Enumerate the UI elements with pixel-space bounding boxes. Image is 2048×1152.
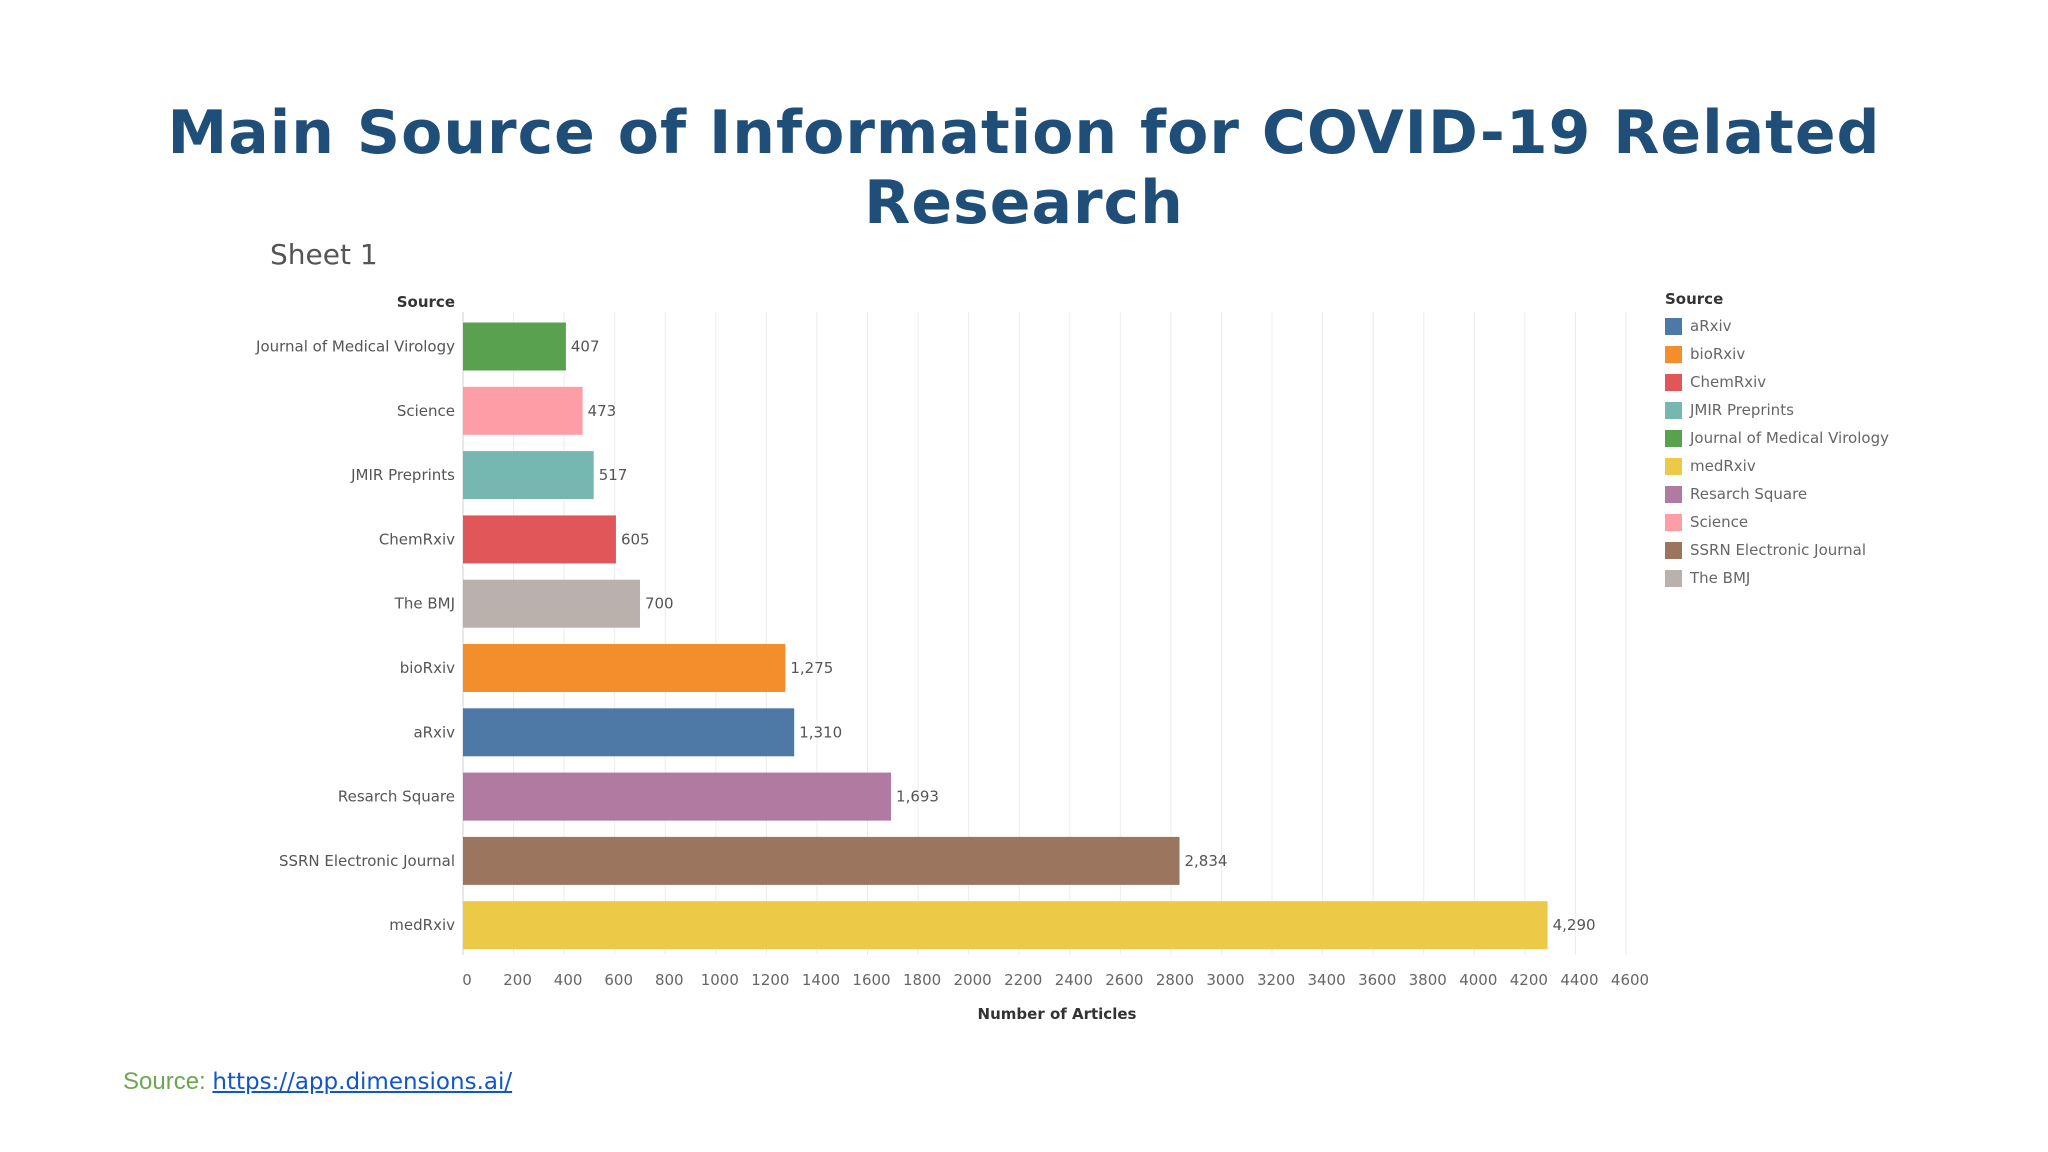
category-label: Science	[397, 402, 455, 420]
data-label: 1,275	[790, 659, 833, 677]
x-tick-label: 2000	[954, 971, 992, 989]
bar	[463, 836, 1180, 885]
x-tick-label: 4400	[1560, 971, 1598, 989]
legend-items: aRxiv bioRxiv ChemRxiv JMIR Preprints Journa…	[1665, 312, 1889, 592]
legend-label: Science	[1690, 513, 1749, 531]
x-tick-label: 1400	[802, 971, 840, 989]
legend-item: ChemRxiv	[1665, 368, 1889, 396]
bar	[463, 451, 594, 500]
legend-item: Science	[1665, 508, 1889, 536]
legend-label: medRxiv	[1690, 457, 1756, 475]
category-label: medRxiv	[389, 916, 455, 934]
x-tick-label: 200	[503, 971, 532, 989]
legend-label: Resarch Square	[1690, 485, 1808, 503]
data-label: 517	[599, 466, 628, 484]
x-tick-label: 1800	[903, 971, 941, 989]
legend-swatch	[1665, 485, 1682, 503]
x-tick-label: 800	[655, 971, 684, 989]
legend: Source aRxiv bioRxiv ChemRxiv JMIR Preprint…	[1665, 290, 1889, 592]
bar	[463, 901, 1548, 950]
x-tick-label: 3400	[1308, 971, 1346, 989]
x-tick-label: 2400	[1055, 971, 1093, 989]
category-label: ChemRxiv	[379, 530, 455, 548]
x-axis-label: Number of Articles	[978, 1005, 1137, 1023]
x-tick-label: 2800	[1156, 971, 1194, 989]
legend-label: aRxiv	[1690, 317, 1732, 335]
source-prefix: Source:	[123, 1068, 206, 1095]
legend-item: medRxiv	[1665, 452, 1889, 480]
x-tick-label: 4200	[1510, 971, 1548, 989]
bar	[463, 515, 616, 564]
legend-item: Journal of Medical Virology	[1665, 424, 1889, 452]
legend-item: bioRxiv	[1665, 340, 1889, 368]
data-label: 605	[621, 530, 650, 548]
legend-swatch	[1665, 541, 1682, 559]
legend-swatch	[1665, 569, 1682, 587]
legend-item: The BMJ	[1665, 564, 1889, 592]
sheet-title: Sheet 1	[270, 238, 378, 271]
bar	[463, 386, 583, 435]
legend-label: SSRN Electronic Journal	[1690, 541, 1867, 559]
slide-title: Main Source of Information for COVID-19 …	[167, 98, 1881, 238]
x-tick-label: 600	[604, 971, 633, 989]
category-label: JMIR Preprints	[350, 466, 455, 484]
legend-swatch	[1665, 429, 1682, 447]
legend-swatch	[1665, 513, 1682, 531]
x-tick-label: 1000	[701, 971, 739, 989]
source-link[interactable]: https://app.dimensions.ai/	[212, 1069, 513, 1095]
x-tick-label: 1200	[751, 971, 789, 989]
bar	[463, 644, 786, 692]
category-label: bioRxiv	[400, 659, 455, 677]
data-label: 407	[571, 338, 600, 356]
x-tick-label: 4000	[1459, 971, 1497, 989]
category-label: Journal of Medical Virology	[255, 338, 455, 356]
x-tick-label: 1600	[852, 971, 890, 989]
data-label: 473	[588, 402, 617, 420]
category-label: aRxiv	[413, 723, 455, 741]
x-tick-label: 3000	[1206, 971, 1244, 989]
data-label: 1,693	[896, 788, 939, 806]
legend-item: SSRN Electronic Journal	[1665, 536, 1889, 564]
bar	[463, 579, 640, 628]
x-tick-label: 3800	[1409, 971, 1447, 989]
legend-label: JMIR Preprints	[1690, 401, 1794, 419]
data-label: 4,290	[1553, 916, 1596, 934]
x-tick-label: 400	[554, 971, 583, 989]
legend-label: ChemRxiv	[1690, 373, 1767, 391]
x-tick-label: 3600	[1358, 971, 1396, 989]
data-label: 2,834	[1185, 852, 1228, 870]
legend-item: JMIR Preprints	[1665, 396, 1889, 424]
legend-title: Source	[1665, 290, 1724, 308]
legend-swatch	[1665, 317, 1682, 335]
x-tick-label: 0	[462, 971, 472, 989]
bar	[463, 322, 566, 371]
data-label: 1,310	[799, 723, 842, 741]
category-label: The BMJ	[394, 595, 455, 613]
legend-label: Journal of Medical Virology	[1690, 429, 1889, 447]
legend-label: The BMJ	[1690, 569, 1751, 587]
legend-swatch	[1665, 457, 1682, 475]
row-header: Source	[397, 293, 455, 311]
category-label: SSRN Electronic Journal	[279, 852, 455, 870]
legend-swatch	[1665, 401, 1682, 419]
category-label: Resarch Square	[338, 788, 455, 806]
legend-label: bioRxiv	[1690, 345, 1746, 363]
x-tick-label: 4600	[1611, 971, 1649, 989]
bar	[463, 772, 892, 821]
legend-item: Resarch Square	[1665, 480, 1889, 508]
bar	[463, 708, 795, 757]
legend-swatch	[1665, 345, 1682, 363]
legend-swatch	[1665, 373, 1682, 391]
x-tick-label: 2600	[1105, 971, 1143, 989]
x-tick-label: 2200	[1004, 971, 1042, 989]
legend-item: aRxiv	[1665, 312, 1889, 340]
data-label: 700	[645, 595, 674, 613]
source-line: Source: https://app.dimensions.ai/	[123, 1068, 512, 1096]
x-tick-label: 3200	[1257, 971, 1295, 989]
